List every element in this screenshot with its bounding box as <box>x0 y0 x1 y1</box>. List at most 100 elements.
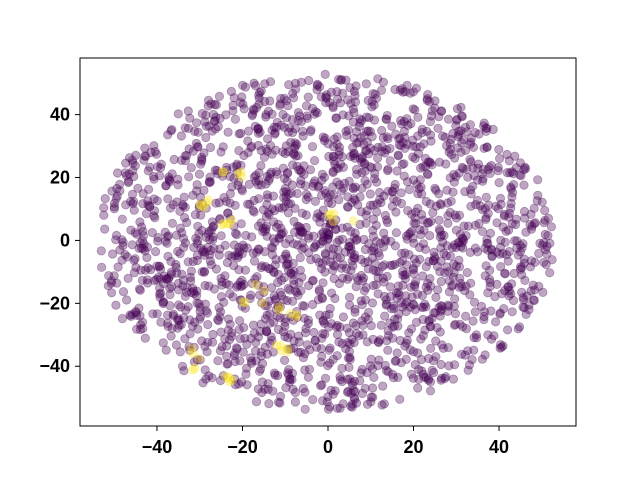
data-point <box>261 224 271 234</box>
data-point <box>239 104 249 114</box>
data-point <box>253 140 263 151</box>
data-point <box>123 177 133 188</box>
data-point <box>260 314 270 324</box>
data-point <box>506 203 516 213</box>
highlight-point <box>325 209 335 219</box>
data-point <box>247 278 257 288</box>
data-point <box>545 268 555 278</box>
data-point <box>131 262 141 272</box>
data-point <box>248 205 258 216</box>
data-point <box>208 235 218 245</box>
data-point <box>311 240 321 250</box>
data-point <box>225 319 235 329</box>
data-point <box>229 173 239 183</box>
data-point <box>320 373 331 383</box>
data-point <box>316 229 327 240</box>
data-point <box>349 250 360 260</box>
data-point <box>357 153 367 163</box>
highlight-point <box>196 200 206 211</box>
data-point <box>324 309 334 320</box>
data-point <box>315 380 326 391</box>
data-point <box>165 203 176 213</box>
data-point <box>377 261 388 272</box>
data-point <box>379 228 389 238</box>
data-point <box>418 314 428 325</box>
data-point <box>166 269 176 280</box>
data-point <box>504 156 514 166</box>
data-point <box>217 171 228 181</box>
data-point <box>358 273 369 283</box>
data-point <box>209 243 219 253</box>
data-point <box>324 322 334 332</box>
data-point <box>203 242 213 253</box>
data-point <box>225 289 235 299</box>
data-point <box>117 214 127 224</box>
data-point <box>310 335 320 345</box>
data-point <box>218 142 228 152</box>
data-point <box>283 259 293 269</box>
data-point <box>254 194 264 204</box>
data-point <box>442 262 452 272</box>
data-point <box>127 155 137 165</box>
data-point <box>203 95 214 106</box>
data-point <box>224 335 235 345</box>
data-point <box>342 374 353 384</box>
data-point <box>391 356 401 366</box>
data-point <box>513 250 523 260</box>
data-point <box>205 142 216 153</box>
data-point <box>403 120 413 131</box>
data-point <box>314 257 324 267</box>
data-point <box>342 274 353 284</box>
data-point <box>443 266 454 277</box>
data-point <box>145 201 155 211</box>
data-point <box>328 142 339 152</box>
data-point <box>344 241 354 251</box>
data-point <box>347 334 357 345</box>
highlight-point <box>199 202 209 212</box>
data-point <box>350 182 360 192</box>
data-point <box>262 146 272 156</box>
data-point <box>408 263 419 273</box>
data-point <box>202 347 212 357</box>
data-point <box>530 218 540 228</box>
data-point <box>509 236 520 246</box>
data-point <box>334 150 344 160</box>
data-point <box>342 323 352 333</box>
data-point <box>493 204 503 214</box>
data-point <box>298 131 308 141</box>
data-point <box>343 125 353 135</box>
data-point <box>258 223 268 234</box>
data-point <box>141 151 151 161</box>
data-point <box>436 200 446 210</box>
data-point <box>396 198 407 209</box>
data-point <box>256 347 266 357</box>
data-point <box>335 375 345 385</box>
data-point <box>406 369 416 379</box>
data-point <box>150 147 160 157</box>
data-point <box>134 303 144 313</box>
data-point <box>456 241 466 252</box>
data-point <box>261 212 271 222</box>
data-point <box>136 320 146 330</box>
data-point <box>457 111 467 121</box>
data-point <box>325 214 335 224</box>
data-point <box>351 164 362 175</box>
data-point <box>371 280 381 290</box>
data-point <box>166 126 176 136</box>
data-point <box>134 243 144 253</box>
data-point <box>321 98 331 108</box>
data-point <box>235 334 245 344</box>
data-point <box>272 311 282 321</box>
data-point <box>120 250 130 260</box>
data-point <box>241 230 251 240</box>
data-point <box>208 232 218 242</box>
data-point <box>253 128 263 138</box>
data-point <box>152 309 162 319</box>
data-point <box>422 95 432 106</box>
data-point <box>184 172 194 182</box>
data-point <box>308 178 319 188</box>
data-point <box>362 399 373 409</box>
data-point <box>449 177 459 187</box>
data-point <box>383 331 394 341</box>
